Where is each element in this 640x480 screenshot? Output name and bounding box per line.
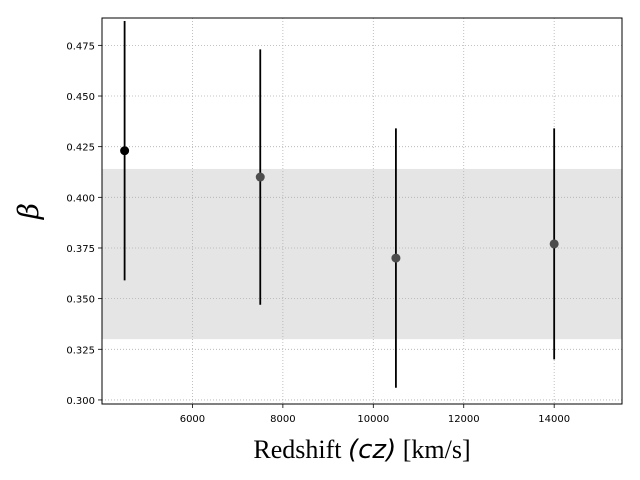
y-tick-label: 0.400 (66, 193, 95, 204)
x-tick-label: 14000 (538, 414, 570, 425)
y-axis: 0.300 0.325 0.350 0.375 0.400 0.425 0.450 0.475 (66, 41, 102, 407)
shaded-band (102, 168, 622, 340)
y-tick-label: 0.350 (66, 295, 95, 306)
confidence-band-layer (102, 168, 622, 340)
x-axis-label: Redshift (cz) [km/s] (253, 435, 470, 465)
y-tick-label: 0.425 (66, 143, 95, 154)
data-point (391, 253, 401, 263)
y-tick-label: 0.300 (66, 396, 95, 407)
x-axis: 6000 8000 10000 12000 14000 (180, 404, 570, 425)
plot-frame (101, 17, 623, 405)
x-tick-label: 8000 (270, 414, 295, 425)
data-point (120, 146, 130, 156)
x-tick-label: 10000 (357, 414, 389, 425)
y-tick-label: 0.475 (66, 41, 95, 52)
x-tick-label: 6000 (180, 414, 205, 425)
data-point (549, 239, 559, 249)
y-tick-label: 0.375 (66, 244, 95, 255)
y-tick-label: 0.450 (66, 92, 95, 103)
y-axis-label: β (12, 203, 45, 220)
y-tick-label: 0.325 (66, 345, 95, 356)
data-point (255, 172, 265, 182)
data-layer (120, 21, 559, 388)
x-tick-label: 12000 (448, 414, 480, 425)
